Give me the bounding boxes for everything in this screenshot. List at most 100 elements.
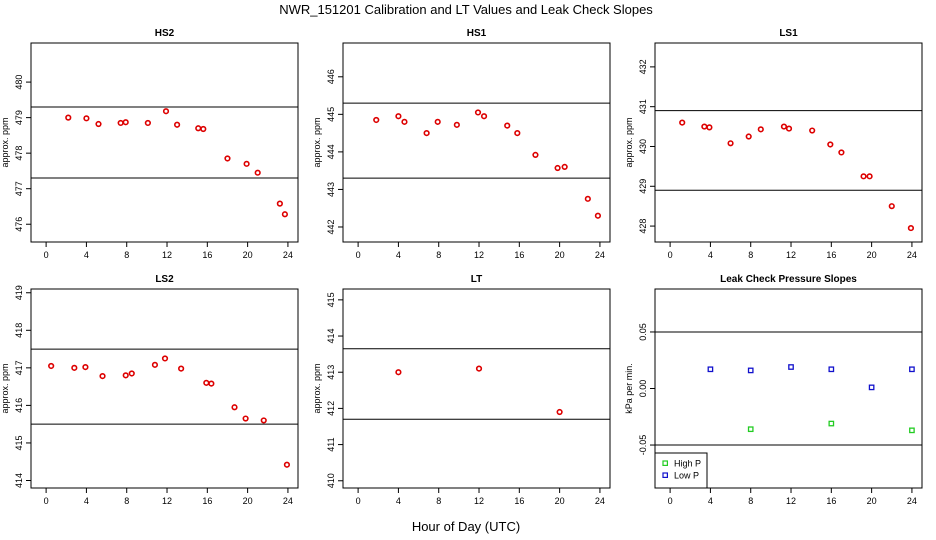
- ls2-point: [242, 415, 249, 422]
- ls2-xtick-label: 20: [243, 496, 253, 506]
- panel-leak-ylabel: kPa per min.: [624, 363, 634, 414]
- hs2-point: [117, 119, 124, 127]
- hs1-points: [373, 109, 602, 219]
- ls1-point: [888, 203, 895, 210]
- hs2-point: [276, 200, 283, 207]
- ls1-point: [780, 123, 788, 130]
- hs1-point: [474, 109, 482, 116]
- hs1-point: [423, 130, 430, 137]
- legend-high-p-label: High P: [674, 459, 701, 469]
- panel-ls1-title: LS1: [779, 28, 798, 39]
- lt-xtick-label: 16: [514, 496, 524, 506]
- leak-point-high-p: [828, 420, 835, 427]
- ls2-plot-frame: [30, 288, 299, 489]
- ls1-point: [907, 224, 915, 232]
- panel-ls1: LS1 approx. ppm 0 4 8 12 16 20 24 428 429 430 431 4…: [624, 28, 923, 260]
- leak-point-low-p: [707, 366, 714, 373]
- figure-title: NWR_151201 Calibration and LT Values and…: [279, 2, 653, 17]
- ls2-xtick-label: 16: [202, 496, 212, 506]
- hs1-xtick-label: 4: [396, 250, 401, 260]
- hs1-plot-frame: [342, 42, 611, 243]
- hs2-point: [281, 211, 289, 218]
- lt-ytick-label: 410: [326, 473, 336, 488]
- leak-xtick-label: 8: [748, 496, 753, 506]
- ls1-ytick-label: 431: [638, 99, 648, 114]
- hs1-xtick-label: 8: [436, 250, 441, 260]
- ls2-ytick-label: 418: [14, 323, 24, 338]
- hs2-point: [95, 120, 102, 128]
- ls2-point: [71, 364, 78, 371]
- hs1-point: [480, 113, 488, 120]
- panel-ls2-ylabel: approx. ppm: [0, 363, 10, 413]
- hs1-xtick-label: 24: [595, 250, 605, 260]
- ls1-point: [745, 133, 752, 140]
- lt-xtick-label: 4: [396, 496, 401, 506]
- ls2-point: [82, 363, 89, 371]
- leak-ytick-label: 0.05: [638, 323, 648, 341]
- ls2-ytick-label: 416: [14, 398, 24, 413]
- ls1-xtick-label: 0: [668, 250, 673, 260]
- lt-xtick-label: 8: [436, 496, 441, 506]
- lt-xtick-label: 20: [555, 496, 565, 506]
- hs2-point: [122, 119, 129, 126]
- ls2-point: [161, 355, 169, 362]
- ls2-xtick-label: 8: [124, 496, 129, 506]
- hs1-ytick-label: 444: [326, 144, 336, 159]
- hs2-ytick-label: 478: [14, 146, 24, 161]
- ls1-xtick-label: 4: [708, 250, 713, 260]
- ls2-point: [260, 417, 267, 424]
- panel-ls2-title: LS2: [155, 274, 174, 285]
- figure-xlabel: Hour of Day (UTC): [412, 519, 520, 534]
- panel-lt-ylabel: approx. ppm: [312, 363, 322, 413]
- lt-ytick-label: 412: [326, 401, 336, 416]
- ls1-ytick-label: 432: [638, 59, 648, 74]
- legend-low-p-label: Low P: [674, 471, 699, 481]
- ls1-points: [679, 119, 915, 232]
- ls1-point: [679, 119, 686, 126]
- leak-point-high-p: [747, 426, 754, 433]
- ls1-point: [785, 125, 793, 132]
- ls2-point: [48, 362, 55, 370]
- ls2-point: [178, 365, 185, 372]
- leak-point-low-p: [828, 366, 835, 373]
- ls1-point: [827, 141, 834, 148]
- panel-leak-title: Leak Check Pressure Slopes: [720, 274, 857, 285]
- hs2-point: [254, 169, 261, 176]
- lt-points: [395, 365, 563, 416]
- hs1-xtick-label: 20: [555, 250, 565, 260]
- ls1-ytick-label: 429: [638, 179, 648, 194]
- lt-point: [556, 408, 563, 416]
- ls2-xtick-label: 12: [162, 496, 172, 506]
- ls2-point: [203, 379, 210, 386]
- hs2-xtick-label: 24: [283, 250, 293, 260]
- lt-ytick-label: 414: [326, 329, 336, 344]
- hs2-xtick-label: 4: [84, 250, 89, 260]
- panel-hs1: HS1 approx. ppm 0 4 8 12 16 20 24 442 443 444 445 4…: [312, 28, 611, 260]
- ls2-point: [122, 372, 129, 379]
- ls1-xtick-label: 12: [786, 250, 796, 260]
- hs2-point: [224, 155, 231, 162]
- hs2-point: [162, 108, 170, 115]
- ls2-ytick-label: 414: [14, 473, 24, 488]
- leak-point-high-p: [909, 427, 915, 434]
- ls2-ytick-label: 415: [14, 435, 24, 450]
- leak-point-low-p: [747, 367, 754, 374]
- hs2-point: [83, 115, 90, 122]
- hs1-xtick-label: 16: [514, 250, 524, 260]
- leak-ytick-label: 0.00: [638, 380, 648, 398]
- ls2-point: [208, 380, 215, 387]
- hs1-point: [594, 212, 602, 219]
- hs2-xtick-label: 0: [44, 250, 49, 260]
- leak-ytick-label: -0.05: [638, 435, 648, 456]
- legend-high-p-marker: [662, 460, 669, 467]
- hs2-xtick-label: 16: [202, 250, 212, 260]
- ls1-point: [809, 127, 816, 134]
- leak-xtick-label: 0: [668, 496, 673, 506]
- leak-point-low-p: [788, 364, 794, 370]
- hs2-ytick-label: 477: [14, 181, 24, 196]
- ls2-point: [128, 370, 135, 377]
- ls1-point: [727, 140, 734, 147]
- hs2-ytick-label: 479: [14, 110, 24, 125]
- leak-point-low-p: [868, 384, 875, 391]
- hs1-ytick-label: 446: [326, 69, 336, 84]
